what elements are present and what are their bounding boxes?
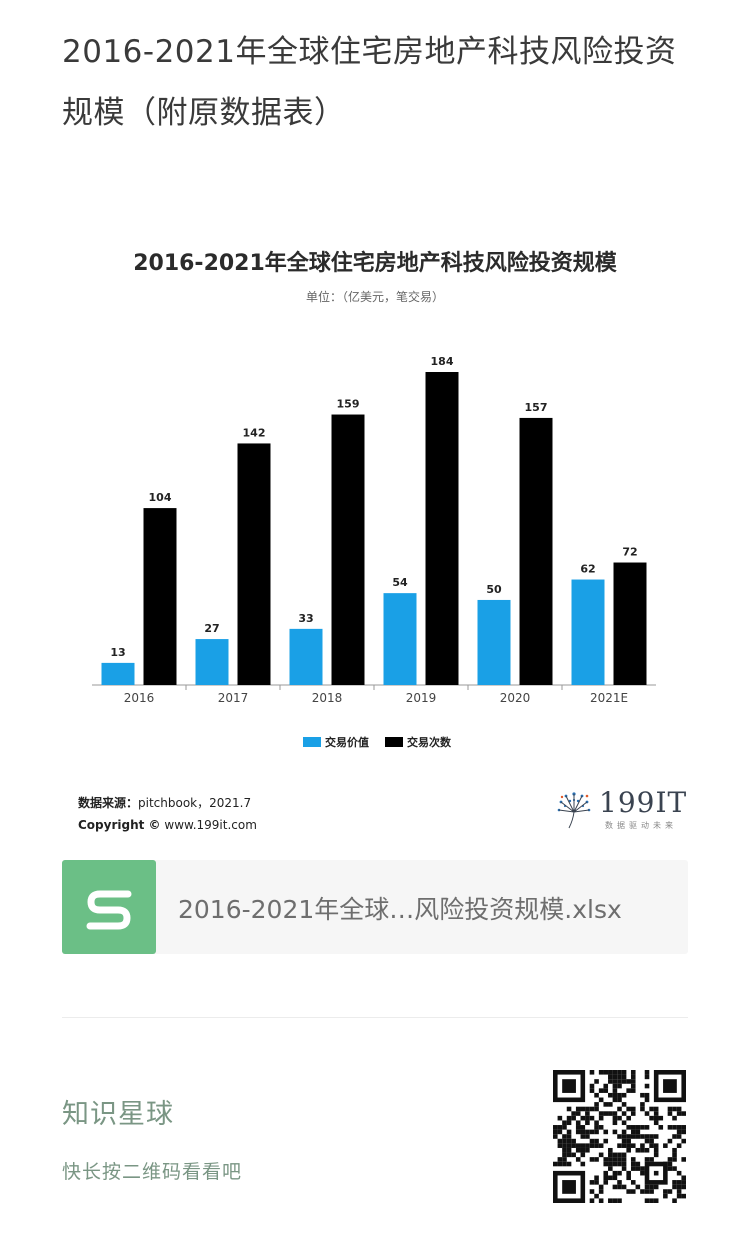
spreadsheet-s-icon	[62, 860, 156, 954]
copyright-label: Copyright ©	[78, 818, 161, 832]
legend-swatch	[385, 737, 403, 747]
bar-chart: 2016 13 104 2017 27 142 2018 33 159 2019 54 184 2020…	[92, 355, 656, 749]
logo-tagline: 数据驱动未来	[605, 821, 677, 830]
data-label: 159	[337, 398, 360, 411]
bar-count	[613, 562, 647, 685]
source-label: 数据来源：	[78, 796, 139, 810]
data-label: 54	[392, 576, 408, 589]
bar-count	[519, 417, 553, 685]
x-tick-label: 2021E	[590, 691, 628, 705]
x-tick-label: 2018	[312, 691, 343, 705]
bar-value	[289, 628, 323, 685]
data-label: 62	[580, 563, 595, 576]
bar-value	[101, 662, 135, 685]
data-label: 104	[149, 491, 172, 504]
bar-value	[571, 579, 605, 685]
data-label: 27	[204, 622, 219, 635]
qr-code[interactable]	[553, 1070, 686, 1203]
x-tick-label: 2017	[218, 691, 249, 705]
copyright-text: www.199it.com	[164, 818, 257, 832]
legend-label: 交易价值	[325, 735, 369, 749]
data-label: 157	[525, 401, 548, 414]
planet-hint: 快长按二维码看看吧	[62, 1161, 243, 1183]
bar-value	[383, 593, 417, 685]
data-label: 72	[622, 546, 637, 559]
bar-count	[237, 443, 271, 685]
legend-label: 交易次数	[407, 735, 452, 749]
page-title: 2016-2021年全球住宅房地产科技风险投资规模（附原数据表）	[62, 34, 677, 131]
planet-title: 知识星球	[62, 1099, 174, 1130]
logo-text: 199IT	[599, 786, 688, 819]
x-tick-label: 2020	[500, 691, 531, 705]
chart-image: 2016 13 104 2017 27 142 2018 33 159 2019 54 184 2020…	[62, 225, 688, 845]
x-tick-label: 2016	[124, 691, 155, 705]
chart-source: 数据来源：pitchbook，2021.7 Copyright © www.19…	[78, 792, 257, 836]
data-label: 13	[110, 646, 125, 659]
199it-logo: 199IT 数据驱动未来	[553, 786, 686, 832]
attachment-card[interactable]: 2016-2021年全球…风险投资规模.xlsx	[62, 860, 688, 954]
legend-swatch	[303, 737, 321, 747]
attachment-file-name[interactable]: 2016-2021年全球…风险投资规模.xlsx	[178, 895, 622, 924]
dandelion-icon	[557, 792, 591, 829]
chart-title: 2016-2021年全球住宅房地产科技风险投资规模	[133, 251, 617, 276]
chart-subtitle: 单位：（亿美元，笔交易）	[305, 290, 444, 304]
bar-count	[143, 508, 177, 685]
section-divider	[62, 1017, 688, 1018]
bar-count	[331, 414, 365, 685]
data-label: 142	[243, 426, 266, 439]
data-label: 33	[298, 612, 313, 625]
x-tick-label: 2019	[406, 691, 437, 705]
source-text: pitchbook，2021.7	[138, 796, 252, 810]
data-label: 184	[431, 355, 454, 368]
bar-value	[477, 599, 511, 685]
data-label: 50	[486, 583, 502, 596]
bar-value	[195, 639, 229, 685]
bar-count	[425, 372, 459, 685]
